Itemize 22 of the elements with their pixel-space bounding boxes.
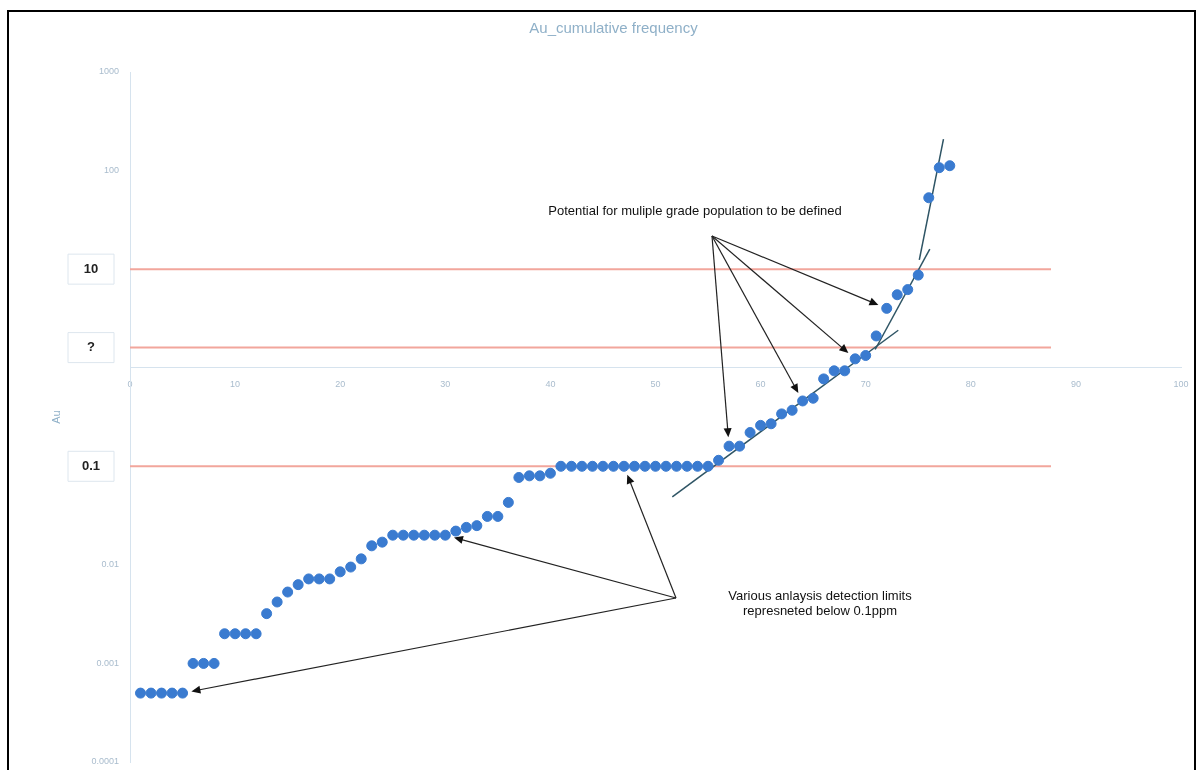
x-tick-label: 40	[545, 378, 556, 389]
x-tick-label: 20	[335, 378, 346, 389]
annotation: Potential for muliple grade population to be defined	[547, 203, 843, 218]
x-tick-label: 100	[1173, 378, 1189, 389]
y-tick-label: 0.001	[96, 657, 119, 668]
ref-line-label: ?	[87, 339, 96, 355]
chart-title: Au_cumulative frequency	[529, 19, 699, 37]
x-tick-label: 50	[650, 378, 661, 389]
ref-line-label: 10	[83, 260, 99, 276]
y-tick-label: 100	[103, 165, 119, 176]
x-tick-label: 80	[965, 378, 976, 389]
x-tick-label: 10	[230, 378, 241, 389]
y-tick-label: 1000	[98, 66, 119, 77]
x-tick-label: 60	[755, 378, 766, 389]
x-tick-label: 70	[860, 378, 871, 389]
x-tick-label: 90	[1070, 378, 1081, 389]
y-tick-label: 0.01	[101, 559, 119, 570]
ref-line-label: 0.1	[81, 457, 101, 473]
x-tick-label: 30	[440, 378, 451, 389]
y-tick-label: 0.0001	[91, 756, 119, 767]
annotation: Various anlaysis detection limits represneted below 0.1ppm	[727, 588, 913, 618]
y-axis-title: Au	[49, 410, 62, 424]
